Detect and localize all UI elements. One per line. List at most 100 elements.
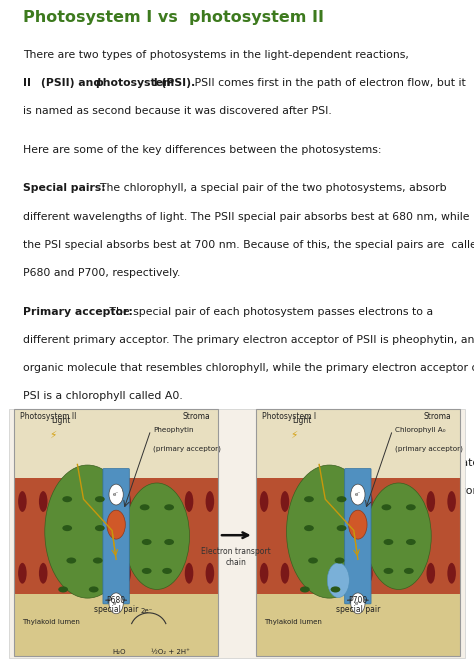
Ellipse shape bbox=[142, 568, 152, 574]
FancyBboxPatch shape bbox=[14, 409, 218, 478]
Ellipse shape bbox=[62, 496, 72, 502]
Text: The chlorophyll, a special pair of the two photosystems, absorb: The chlorophyll, a special pair of the t… bbox=[93, 183, 447, 193]
Ellipse shape bbox=[260, 491, 268, 512]
Ellipse shape bbox=[343, 563, 352, 583]
Text: Photosystem I vs  photosystem II: Photosystem I vs photosystem II bbox=[23, 10, 324, 25]
Text: II: II bbox=[23, 78, 35, 88]
Text: chain: chain bbox=[226, 558, 246, 567]
Text: Light: Light bbox=[292, 416, 312, 425]
Ellipse shape bbox=[122, 491, 131, 512]
Text: The special pair of each photosystem passes electrons to a: The special pair of each photosystem pas… bbox=[106, 306, 433, 316]
Text: transport chain from PSII.: transport chain from PSII. bbox=[23, 514, 162, 524]
Text: (primary acceptor): (primary acceptor) bbox=[153, 446, 221, 452]
Text: ⚡: ⚡ bbox=[291, 430, 298, 440]
Ellipse shape bbox=[304, 496, 314, 502]
FancyBboxPatch shape bbox=[14, 478, 218, 594]
Ellipse shape bbox=[143, 563, 152, 583]
Ellipse shape bbox=[385, 563, 393, 583]
Text: special pair: special pair bbox=[94, 605, 138, 614]
Ellipse shape bbox=[286, 465, 372, 598]
Text: the PSI special absorbs best at 700 nm. Because of this, the special pairs are  : the PSI special absorbs best at 700 nm. … bbox=[23, 240, 474, 250]
Ellipse shape bbox=[406, 539, 416, 545]
Ellipse shape bbox=[164, 491, 173, 512]
Text: P680 and P700, respectively.: P680 and P700, respectively. bbox=[23, 268, 180, 278]
Ellipse shape bbox=[18, 491, 27, 512]
Text: Here are some of the key differences between the photosystems:: Here are some of the key differences bet… bbox=[23, 145, 381, 155]
Ellipse shape bbox=[337, 525, 346, 531]
Ellipse shape bbox=[404, 568, 414, 574]
Text: PSII comes first in the path of electron flow, but it: PSII comes first in the path of electron… bbox=[191, 78, 466, 88]
FancyBboxPatch shape bbox=[14, 594, 218, 656]
Text: (PSII) and: (PSII) and bbox=[41, 78, 105, 88]
Ellipse shape bbox=[81, 563, 89, 583]
FancyBboxPatch shape bbox=[256, 594, 460, 656]
Ellipse shape bbox=[164, 539, 174, 545]
Ellipse shape bbox=[101, 491, 110, 512]
Ellipse shape bbox=[81, 491, 89, 512]
Ellipse shape bbox=[301, 491, 310, 512]
Ellipse shape bbox=[93, 557, 103, 563]
Ellipse shape bbox=[304, 525, 314, 531]
Ellipse shape bbox=[124, 483, 190, 589]
Ellipse shape bbox=[301, 563, 310, 583]
Ellipse shape bbox=[143, 491, 152, 512]
Ellipse shape bbox=[60, 491, 68, 512]
Text: Source of electrons: Source of electrons bbox=[23, 429, 142, 440]
Text: Photosystem II: Photosystem II bbox=[20, 412, 77, 421]
FancyBboxPatch shape bbox=[345, 468, 371, 604]
Text: Thylakoid lumen: Thylakoid lumen bbox=[264, 619, 322, 625]
Ellipse shape bbox=[343, 491, 352, 512]
Ellipse shape bbox=[351, 484, 365, 505]
Ellipse shape bbox=[427, 491, 435, 512]
Text: Electron transport: Electron transport bbox=[201, 547, 271, 556]
Ellipse shape bbox=[308, 557, 318, 563]
Ellipse shape bbox=[164, 504, 174, 510]
Ellipse shape bbox=[89, 587, 99, 593]
Ellipse shape bbox=[406, 563, 414, 583]
Text: special pair: special pair bbox=[336, 605, 380, 614]
Ellipse shape bbox=[383, 539, 393, 545]
Ellipse shape bbox=[66, 557, 76, 563]
Ellipse shape bbox=[164, 563, 173, 583]
Text: e⁻: e⁻ bbox=[355, 601, 361, 606]
Text: e⁻: e⁻ bbox=[355, 492, 361, 497]
Text: Pheophytin: Pheophytin bbox=[153, 427, 193, 433]
Ellipse shape bbox=[185, 491, 193, 512]
FancyBboxPatch shape bbox=[9, 409, 465, 658]
Ellipse shape bbox=[62, 525, 72, 531]
Text: P700: P700 bbox=[348, 595, 367, 605]
Ellipse shape bbox=[447, 563, 456, 583]
Text: PSI is a chlorophyll called A0.: PSI is a chlorophyll called A0. bbox=[23, 391, 182, 401]
Ellipse shape bbox=[206, 563, 214, 583]
Ellipse shape bbox=[427, 563, 435, 583]
Ellipse shape bbox=[39, 563, 47, 583]
Text: ⚡: ⚡ bbox=[49, 430, 56, 440]
Ellipse shape bbox=[322, 563, 331, 583]
Text: different primary acceptor. The primary electron acceptor of PSII is pheophytin,: different primary acceptor. The primary … bbox=[23, 334, 474, 345]
Text: P680: P680 bbox=[107, 595, 126, 605]
FancyBboxPatch shape bbox=[256, 409, 460, 478]
Ellipse shape bbox=[281, 491, 289, 512]
Text: I (PSI).: I (PSI). bbox=[149, 78, 195, 88]
Ellipse shape bbox=[335, 557, 345, 563]
Text: Light: Light bbox=[51, 416, 70, 425]
Text: Thylakoid lumen: Thylakoid lumen bbox=[22, 619, 80, 625]
Text: is named as second because it was discovered after PSI.: is named as second because it was discov… bbox=[23, 106, 331, 116]
Ellipse shape bbox=[260, 563, 268, 583]
Text: Chlorophyll A₀: Chlorophyll A₀ bbox=[394, 427, 445, 433]
Ellipse shape bbox=[95, 525, 105, 531]
Ellipse shape bbox=[300, 587, 310, 593]
Text: organic molecule that resembles chlorophyll, while the primary electron acceptor: organic molecule that resembles chloroph… bbox=[23, 363, 474, 373]
Ellipse shape bbox=[385, 491, 393, 512]
Ellipse shape bbox=[109, 593, 123, 613]
Ellipse shape bbox=[101, 563, 110, 583]
Ellipse shape bbox=[142, 539, 152, 545]
Text: electrons from a different source. The PSII reaction centre gets electrons from : electrons from a different source. The P… bbox=[23, 458, 474, 468]
Text: while the PSI reaction centre is replenished by electrons that flow down an elec: while the PSI reaction centre is repleni… bbox=[23, 486, 474, 496]
Text: different wavelengths of light. The PSII special pair absorbs best at 680 nm, wh: different wavelengths of light. The PSII… bbox=[23, 211, 469, 221]
Ellipse shape bbox=[95, 496, 105, 502]
Text: : Once an electron is lost, each photosystem is replenished by: : Once an electron is lost, each photosy… bbox=[115, 429, 455, 440]
Text: Stroma: Stroma bbox=[182, 412, 210, 421]
Ellipse shape bbox=[364, 563, 373, 583]
Text: Stroma: Stroma bbox=[424, 412, 452, 421]
